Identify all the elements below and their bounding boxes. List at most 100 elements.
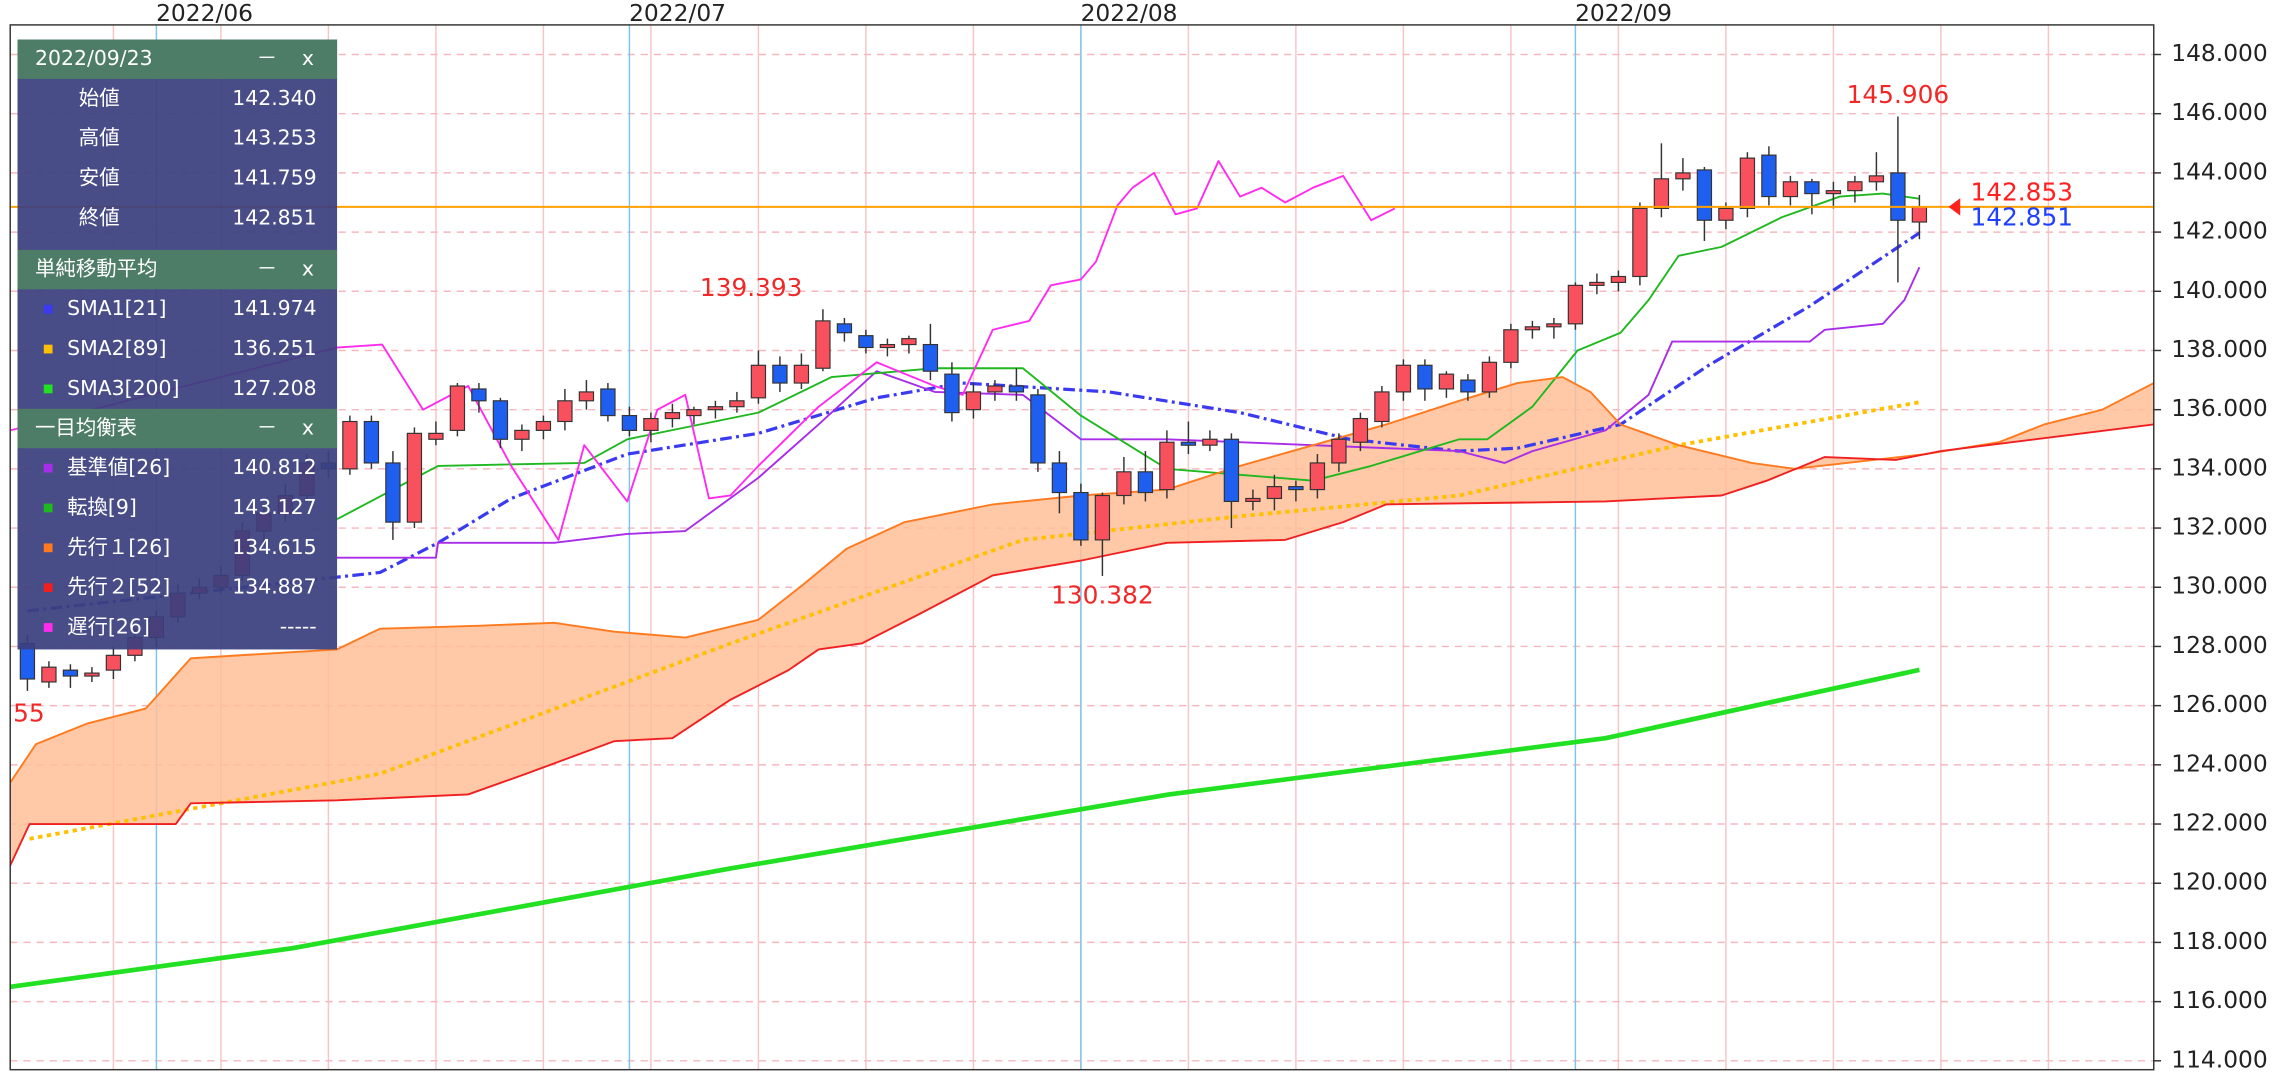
minimize-button[interactable]: － <box>257 46 277 70</box>
legend-value: 134.887 <box>232 575 316 599</box>
candle-body <box>1094 494 1111 541</box>
line-series <box>336 192 1920 521</box>
panel-header-title: 2022/09/23 <box>35 46 153 70</box>
y-tick-label: 146.000 <box>2171 98 2267 126</box>
line-series <box>29 400 1920 841</box>
candle-body <box>1546 323 1562 328</box>
candle-body <box>1417 364 1433 390</box>
cloud-fill <box>10 377 2154 866</box>
legend-value: 127.208 <box>232 376 316 400</box>
candle-body <box>1288 486 1304 491</box>
legend-label: 基準値[26] <box>67 455 170 479</box>
panel-header <box>17 408 338 449</box>
x-tick-label: 2022/06 <box>156 0 253 27</box>
candle-body <box>1223 438 1240 503</box>
close-button[interactable]: x <box>302 257 314 281</box>
line-series <box>10 667 1920 990</box>
candle-body <box>1202 438 1218 446</box>
ohlc-value: 142.851 <box>232 205 316 229</box>
candle-body <box>41 666 57 683</box>
y-tick-label: 114.000 <box>2171 1045 2267 1073</box>
candle-body <box>944 373 960 414</box>
candle-body <box>965 391 982 411</box>
legend-label: 先行１[26] <box>67 535 170 559</box>
candle-body <box>1395 364 1412 393</box>
annotation: 145.906 <box>1847 80 1950 109</box>
y-tick-label: 142.000 <box>2171 217 2267 245</box>
y-tick-label: 140.000 <box>2171 276 2267 304</box>
candle-body <box>406 432 423 523</box>
candle-body <box>84 672 100 677</box>
legend-label: SMA1[21] <box>67 296 166 320</box>
candle-body <box>836 323 853 334</box>
legend-marker <box>43 503 53 513</box>
y-tick-label: 120.000 <box>2171 868 2267 896</box>
y-tick-label: 144.000 <box>2171 157 2267 185</box>
candle-body <box>428 432 444 440</box>
candle-body <box>600 388 616 417</box>
legend-marker <box>43 344 53 354</box>
candle-body <box>1180 441 1197 446</box>
candle-body <box>772 364 788 384</box>
panel-header-title: 単純移動平均 <box>35 257 157 281</box>
candle-body <box>1266 486 1283 500</box>
candle-body <box>1008 385 1025 393</box>
candle-body <box>1159 441 1175 491</box>
candle-body <box>1847 181 1863 192</box>
ohlc-value: 141.759 <box>232 165 316 189</box>
y-tick-label: 124.000 <box>2171 749 2267 777</box>
candle-body <box>1051 462 1068 494</box>
price-label: 142.851 <box>1970 203 2073 232</box>
panel-header <box>17 249 338 290</box>
candle-body <box>62 669 79 677</box>
legend-label: 転換[9] <box>67 495 137 519</box>
line-series <box>10 160 1396 541</box>
candle-body <box>1804 181 1820 195</box>
candle-body <box>1567 284 1584 325</box>
ohlc-label: 始値 <box>79 86 120 110</box>
ohlc-label: 終値 <box>79 205 120 229</box>
candle-body <box>492 400 509 440</box>
candle-body <box>922 343 939 372</box>
x-tick-label: 2022/07 <box>629 0 726 27</box>
candle-body <box>1718 207 1734 221</box>
legend-marker <box>43 583 53 593</box>
candle-body <box>1653 178 1670 209</box>
candle-body <box>858 335 874 349</box>
y-tick-label: 148.000 <box>2171 39 2267 67</box>
legend-value: 140.812 <box>232 455 316 479</box>
candle-body <box>1116 471 1132 497</box>
ohlc-value: 143.253 <box>232 126 316 150</box>
candle-body <box>385 462 401 523</box>
candle-body <box>1137 471 1154 494</box>
y-tick-label: 134.000 <box>2171 453 2267 481</box>
y-tick-label: 130.000 <box>2171 572 2267 600</box>
ohlc-label: 高値 <box>79 126 120 150</box>
axes: 114.000 116.000 118.000 120.000 122.000 124.0… <box>13 0 2268 1073</box>
candle-body <box>578 391 595 402</box>
candle-body <box>1352 417 1369 443</box>
candle-body <box>1782 181 1799 198</box>
legend-value: 141.974 <box>232 296 316 320</box>
candle-body <box>987 385 1003 393</box>
candle-body <box>1245 497 1261 503</box>
candle-body <box>1481 361 1498 393</box>
candle-body <box>535 420 552 431</box>
candle-body <box>1675 172 1691 180</box>
y-tick-label: 118.000 <box>2171 927 2267 955</box>
candle-body <box>879 343 896 349</box>
legend-label: 先行２[52] <box>67 575 170 599</box>
plot-area <box>10 116 2154 990</box>
candle-body <box>707 406 724 411</box>
minimize-button[interactable]: － <box>257 416 277 440</box>
candle-body <box>557 400 573 423</box>
minimize-button[interactable]: － <box>257 257 277 281</box>
legend-value: 134.615 <box>232 535 316 559</box>
candle-body <box>793 364 810 384</box>
panel-header <box>17 39 338 79</box>
close-button[interactable]: x <box>302 46 314 70</box>
close-button[interactable]: x <box>302 416 314 440</box>
line-series <box>10 423 2154 866</box>
candle-body <box>901 338 917 346</box>
